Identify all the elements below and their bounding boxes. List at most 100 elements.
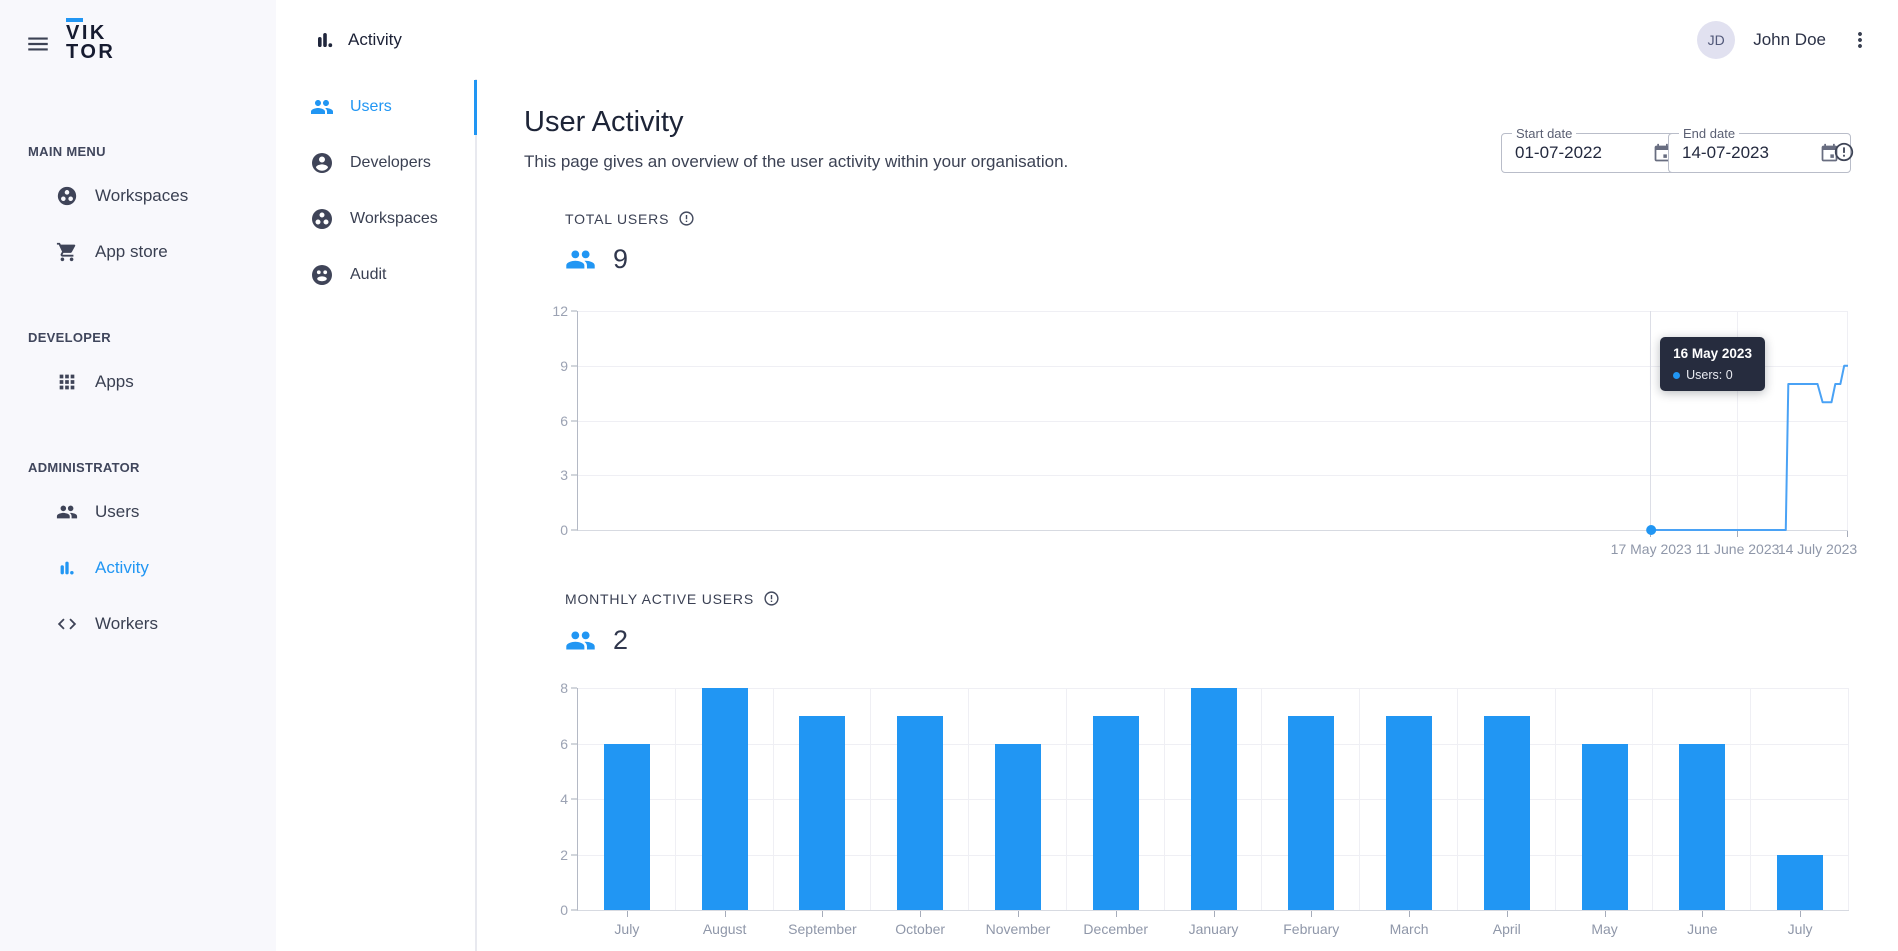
logo-accent-bar [66,18,83,22]
calendar-icon[interactable] [1819,143,1840,164]
gridline [578,365,1848,367]
bar-july[interactable] [603,743,650,910]
sidebar-item-app-store[interactable]: App store [0,224,276,280]
bar-september[interactable] [799,715,846,910]
bar-july[interactable] [1777,854,1824,910]
calendar-icon[interactable] [1652,143,1673,164]
end-date-value[interactable]: 14-07-2023 [1682,143,1769,162]
start-date-input[interactable]: Start date 01-07-2022 [1501,126,1684,173]
y-axis-label: 6 [560,735,568,752]
bar-august[interactable] [701,688,748,910]
gridline [1163,688,1165,910]
total-users-heading-text: TOTAL USERS [565,210,670,227]
workspaces-icon [310,207,334,231]
sidebar-item-workspaces[interactable]: Workspaces [0,168,276,224]
x-axis-label: June [1687,921,1718,937]
gridline [870,688,872,910]
page-subtitle: This page gives an overview of the user … [524,152,1069,171]
monthly-active-users-heading-text: MONTHLY ACTIVE USERS [565,590,754,607]
subnav-item-audit[interactable]: Audit [276,247,475,303]
x-axis-label: November [985,921,1051,937]
bar-june[interactable] [1679,743,1726,910]
y-axis-label: 8 [560,680,568,696]
y-axis-tick [571,420,577,421]
avatar[interactable]: JD [1697,20,1736,59]
x-axis-tick [1800,911,1802,917]
x-axis-tick [1847,531,1848,537]
sidebar: VIK TOR MAIN MENU Workspaces App store D… [0,0,277,951]
gridline [1261,688,1263,910]
sidebar-item-activity[interactable]: Activity [0,540,276,596]
x-axis-tick [1736,531,1738,537]
y-axis-tick [571,798,577,800]
sidebar-item-apps[interactable]: Apps [0,354,276,410]
user-name: John Doe [1753,29,1826,49]
users-line-series [1646,364,1848,535]
date-range-info-icon[interactable] [1833,141,1855,163]
x-axis-label: September [788,921,857,937]
x-axis-label: 14 July 2023 [1777,541,1858,557]
subnav-item-users[interactable]: Users [276,79,478,135]
start-date-value[interactable]: 01-07-2022 [1515,143,1602,162]
menu-toggle-button[interactable] [25,31,51,57]
more-options-button[interactable] [1848,28,1872,52]
x-axis-tick [1311,911,1313,917]
sidebar-item-workers[interactable]: Workers [0,596,276,652]
gridline [1750,688,1752,910]
section-label-main-menu: MAIN MENU [28,144,106,159]
main-content: User Activity This page gives an overvie… [477,79,1898,951]
x-axis-label: January [1188,921,1239,937]
bar-february[interactable] [1288,715,1335,910]
bar-april[interactable] [1483,715,1530,910]
tooltip-series-value: Users: 0 [1686,368,1733,382]
end-date-input[interactable]: End date 14-07-2023 [1668,126,1851,173]
bar-chart-icon [318,32,333,47]
users-stat-icon [566,631,595,650]
y-axis-tick [571,365,577,367]
viktor-logo[interactable]: VIK TOR [66,18,115,62]
x-axis-tick [822,911,824,917]
bar-january[interactable] [1190,688,1237,910]
subnav-item-label: Workspaces [350,210,438,227]
x-axis-label: December [1083,921,1149,937]
monthly-active-users-value: 2 [613,625,629,655]
subnav-item-label: Developers [350,154,431,171]
active-tab-indicator [474,80,478,135]
gridline [578,311,1848,312]
bar-march[interactable] [1386,715,1433,910]
tooltip-series-row: Users: 0 [1673,368,1752,382]
y-axis-tick [571,687,577,689]
info-icon[interactable] [678,210,695,227]
subnav-item-workspaces[interactable]: Workspaces [276,191,475,247]
gridline [968,688,970,910]
users-stat-icon [566,250,595,269]
data-point-dot[interactable] [1646,525,1657,535]
bar-december[interactable] [1092,715,1139,910]
monthly-active-users-bar-chart: 0 2 4 6 8 July August September October November D… [560,680,1849,937]
info-icon[interactable] [763,590,780,607]
y-axis-tick [571,854,577,855]
monthly-active-users-stat: 2 [565,625,628,656]
gridline [1848,688,1849,910]
logo-line-1: VIK [66,22,107,44]
gridline [772,688,774,910]
x-axis-label: April [1492,921,1521,937]
gridline [578,420,1848,422]
bar-october[interactable] [897,715,944,910]
total-users-line-chart: 0 3 6 9 12 17 May 2023 11 June 2023 14 July 202… [552,303,1857,557]
y-axis-label: 6 [560,412,568,429]
sidebar-item-users[interactable]: Users [0,484,276,540]
y-axis-label: 0 [560,522,568,538]
total-users-heading: TOTAL USERS [565,210,695,227]
subnav-item-developers[interactable]: Developers [276,135,475,191]
cart-icon [56,241,78,263]
x-axis-label: May [1591,921,1618,937]
x-axis-tick [920,911,922,917]
users-icon [310,95,334,119]
y-axis-label: 12 [552,303,568,319]
section-label-administrator: ADMINISTRATOR [28,460,140,475]
bar-november[interactable] [994,743,1041,910]
activity-subnav: Users Developers Workspaces Audit [276,79,478,951]
tooltip-series-dot [1673,371,1681,379]
bar-may[interactable] [1581,743,1628,910]
